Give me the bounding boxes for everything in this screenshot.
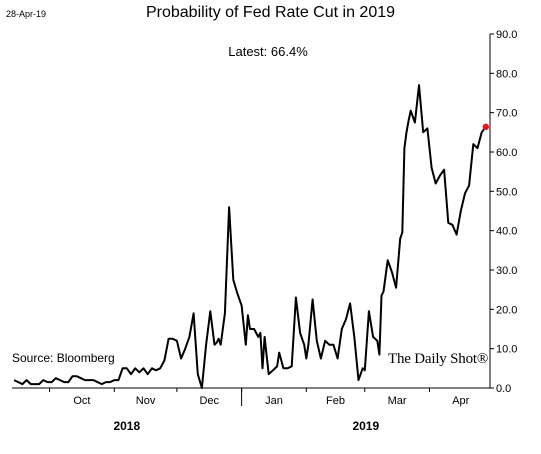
y-tick-label: 50.0 [496,186,517,198]
year-label-2018: 2018 [113,419,140,433]
y-tick-label: 20.0 [496,304,517,316]
latest-value-label: Latest: 66.4% [228,44,308,59]
watermark-logo: The Daily Shot® [388,351,489,367]
x-tick-label: Feb [326,395,345,407]
series-line [13,84,487,389]
x-tick-label: Dec [199,395,219,407]
y-tick-label: 60.0 [496,147,517,159]
y-tick-label: 10.0 [496,344,517,356]
chart-title: Probability of Fed Rate Cut in 2019 [145,4,396,21]
date-stamp: 28-Apr-19 [6,9,47,19]
y-tick-label: 90.0 [496,29,517,41]
x-tick-label: Apr [452,395,469,407]
latest-point-marker [482,123,490,131]
y-tick-label: 80.0 [496,68,517,80]
y-tick-label: 40.0 [496,226,517,238]
y-tick-label: 30.0 [496,265,517,277]
x-tick-label: Oct [73,395,90,407]
source-note: Source: Bloomberg [12,351,115,365]
x-tick-label: Jan [265,395,283,407]
y-tick-label: 70.0 [496,108,517,120]
x-tick-label: Mar [388,395,407,407]
year-label-2019: 2019 [352,419,379,433]
x-tick-label: Nov [136,395,156,407]
y-tick-label: 0.0 [496,383,511,395]
